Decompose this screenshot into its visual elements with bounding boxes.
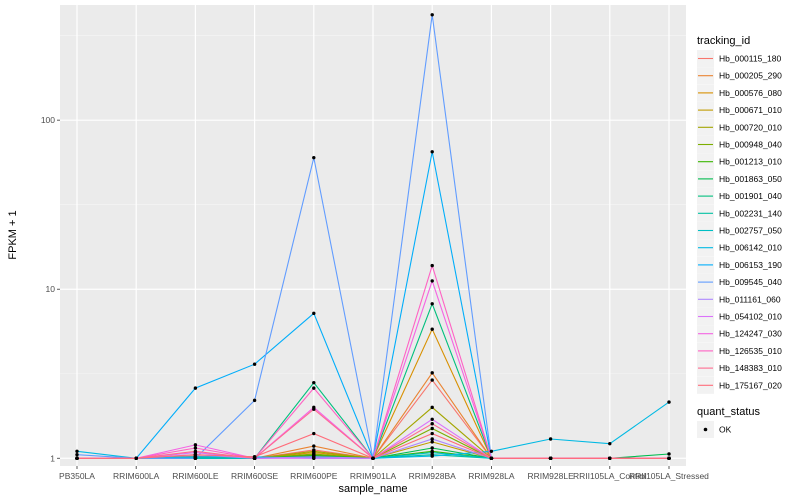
x-tick-label: RRIM600PE (290, 471, 338, 481)
data-point (75, 449, 79, 453)
data-point (312, 444, 316, 448)
data-point (312, 431, 316, 436)
data-point (430, 454, 434, 458)
data-point (312, 449, 316, 453)
data-point (252, 398, 257, 403)
data-point (430, 417, 434, 422)
data-point (667, 400, 671, 404)
x-tick-label: RRIM901LA (350, 471, 397, 481)
data-point (430, 426, 434, 431)
data-point (193, 452, 198, 457)
legend-label: Hb_002757_050 (719, 226, 782, 236)
x-tick-label: RRII105LA_Stressed (629, 471, 709, 481)
data-point (430, 378, 434, 382)
data-point (193, 449, 198, 453)
data-point (548, 437, 553, 441)
legend-point-symbol (703, 427, 708, 432)
x-tick-label: RRIM928LE (527, 471, 574, 481)
data-point (430, 279, 434, 283)
legend-label: Hb_175167_020 (719, 380, 782, 390)
legend-label: Hb_054102_010 (719, 312, 782, 322)
data-point (430, 450, 434, 455)
y-axis: 1 10 100 (41, 115, 60, 463)
y-tick-label: 1 (50, 453, 55, 463)
legend-label: Hb_000205_290 (719, 71, 782, 81)
legend-label: Hb_001901_040 (719, 191, 782, 201)
x-axis-title: sample_name (338, 483, 407, 495)
x-tick-label: RRIM600LE (172, 471, 219, 481)
data-point (193, 446, 198, 450)
data-point (489, 456, 494, 460)
legend-label: Hb_000948_040 (719, 140, 782, 150)
legend-label: Hb_000576_080 (719, 88, 782, 98)
data-point (430, 327, 434, 331)
data-point (430, 371, 434, 375)
data-point (312, 380, 316, 385)
x-tick-label: RRIM600SE (231, 471, 279, 481)
data-point (75, 456, 79, 460)
data-point (430, 13, 434, 17)
data-point (430, 150, 434, 154)
data-point (75, 452, 79, 457)
x-tick-label: RRIM928BA (409, 471, 457, 481)
data-point (430, 422, 434, 426)
legend-label: Hb_000720_010 (719, 122, 782, 132)
data-point (312, 456, 316, 460)
data-point (489, 449, 494, 453)
legend-label: Hb_001863_050 (719, 174, 782, 184)
data-point (312, 311, 316, 316)
data-point (312, 407, 316, 411)
data-point (608, 456, 612, 460)
shape-legend-title: quant_status (697, 406, 760, 418)
data-point (430, 302, 434, 306)
legend-label: Hb_148383_010 (719, 363, 782, 373)
x-tick-label: RRII105LA_Control (573, 471, 647, 481)
data-point (252, 455, 257, 459)
legend-label: Hb_126535_010 (719, 346, 782, 356)
data-point (134, 456, 138, 460)
y-axis-title: FPKM + 1 (7, 210, 19, 259)
data-point (667, 456, 671, 460)
data-point (312, 386, 316, 390)
legend-label: Hb_009545_040 (719, 277, 782, 287)
data-point (430, 263, 434, 268)
legend-title: tracking_id (697, 35, 750, 47)
x-tick-label: RRIM928LA (468, 471, 515, 481)
data-point (548, 456, 553, 460)
legend-label: Hb_000115_180 (719, 54, 782, 64)
data-point (667, 452, 671, 456)
legend-label: Hb_124247_030 (719, 329, 782, 339)
legend-label: Hb_002231_140 (719, 208, 782, 218)
data-point (430, 431, 434, 436)
data-point (193, 456, 198, 460)
data-points (75, 13, 671, 460)
legend-label: Hb_000671_010 (719, 105, 782, 115)
data-point (608, 441, 612, 446)
data-point (252, 362, 257, 366)
data-point (430, 446, 434, 450)
legend-label: Hb_006153_190 (719, 260, 782, 270)
legend: tracking_id Hb_000115_180 Hb_000205_290 Hb… (697, 35, 782, 438)
x-tick-label: RRIM600LA (113, 471, 160, 481)
y-tick-label: 100 (41, 115, 55, 125)
data-point (430, 405, 434, 410)
shape-legend-label: OK (719, 425, 732, 435)
y-tick-label: 10 (46, 284, 56, 294)
data-point (193, 443, 198, 447)
legend-label: Hb_001213_010 (719, 157, 782, 167)
x-axis: PB350LA RRIM600LA RRIM600LE RRIM600SE RRIM60… (59, 466, 709, 481)
legend-label: Hb_006142_010 (719, 243, 782, 253)
data-point (371, 456, 375, 460)
data-point (430, 440, 434, 444)
legend-label: Hb_011161_060 (719, 294, 781, 304)
x-tick-label: PB350LA (59, 471, 95, 481)
data-point (193, 386, 198, 390)
data-point (312, 155, 316, 160)
data-point (430, 437, 434, 441)
